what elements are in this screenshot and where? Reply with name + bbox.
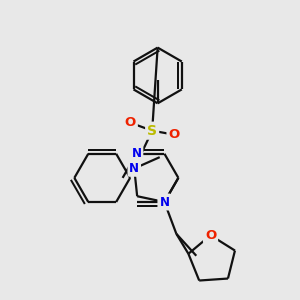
Text: S: S (147, 124, 157, 138)
Text: O: O (124, 116, 136, 129)
Text: N: N (129, 162, 139, 175)
Text: O: O (205, 229, 216, 242)
Text: N: N (159, 196, 170, 208)
Text: N: N (159, 196, 170, 208)
Text: N: N (132, 147, 142, 160)
Text: O: O (168, 128, 180, 141)
